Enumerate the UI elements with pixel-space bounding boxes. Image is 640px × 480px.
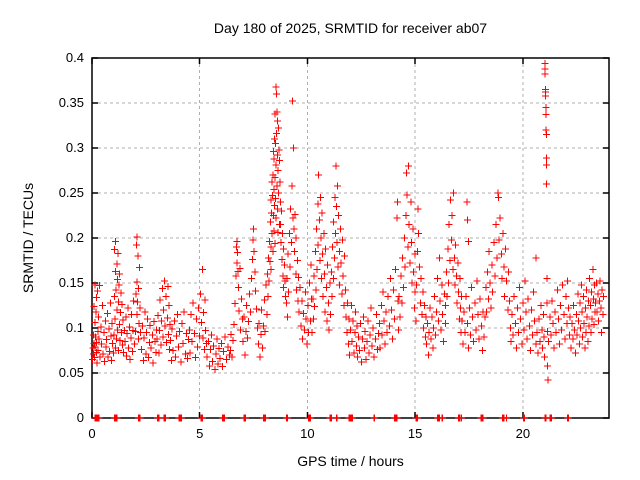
scatter-points <box>89 60 607 422</box>
x-tick-label: 10 <box>300 426 315 441</box>
y-tick-label: 0.25 <box>58 185 84 200</box>
y-tick-label: 0.2 <box>65 230 84 245</box>
x-tick-label: 20 <box>515 426 531 441</box>
y-tick-label: 0.15 <box>58 275 84 290</box>
x-axis-label: GPS time / hours <box>297 453 404 469</box>
chart-title: Day 180 of 2025, SRMTID for receiver ab0… <box>213 20 488 36</box>
x-tick-label: 0 <box>88 426 96 441</box>
grid-lines <box>92 58 609 418</box>
y-tick-label: 0.35 <box>58 95 84 110</box>
y-tick-label: 0.3 <box>65 140 84 155</box>
y-tick-label: 0.1 <box>65 320 84 335</box>
y-tick-label: 0.05 <box>58 365 84 380</box>
y-tick-label: 0.4 <box>65 50 84 65</box>
x-tick-label: 5 <box>196 426 204 441</box>
x-tick-label: 15 <box>407 426 423 441</box>
y-tick-label: 0 <box>76 410 84 425</box>
